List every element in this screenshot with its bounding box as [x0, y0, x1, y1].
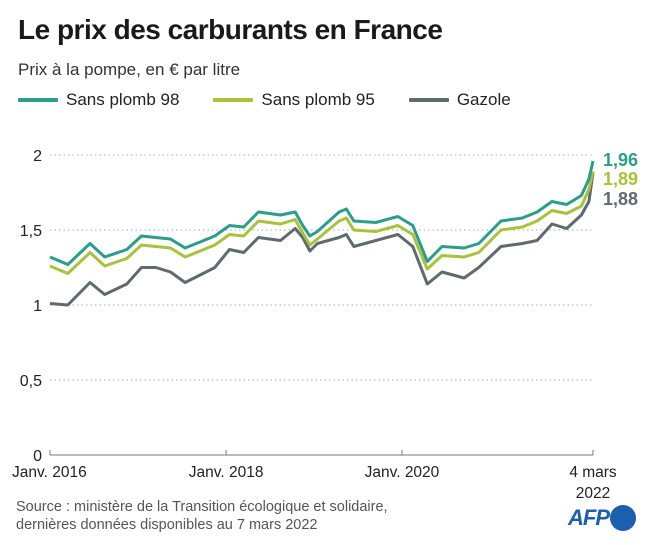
series-line-sans-plomb-98 — [49, 160, 595, 266]
series-line-sans-plomb-95 — [49, 171, 595, 275]
legend-swatch — [408, 98, 449, 102]
chart-subtitle: Prix à la pompe, en € par litre — [18, 60, 241, 79]
legend-label: Gazole — [456, 90, 511, 109]
x-tick-label: Janv. 2016 — [12, 464, 87, 481]
source-line: dernières données disponibles au 7 mars … — [16, 517, 318, 533]
legend-swatch — [213, 98, 254, 102]
source-line: Source : ministère de la Transition écol… — [16, 499, 388, 515]
legend-label: Sans plomb 95 — [261, 90, 375, 109]
chart-title: Le prix des carburants en France — [18, 14, 443, 45]
y-tick-label: 1,5 — [20, 223, 42, 240]
y-tick-label: 0 — [33, 448, 42, 465]
legend: Sans plomb 98 Sans plomb 95 Gazole — [18, 90, 511, 110]
end-value-label: 1,96 — [603, 150, 638, 170]
afp-logo-text: AFP — [568, 505, 610, 530]
legend-item-sp95: Sans plomb 95 — [213, 90, 375, 110]
legend-label: Sans plomb 98 — [66, 90, 180, 109]
afp-logo: AFP — [568, 505, 636, 531]
legend-swatch — [18, 98, 58, 102]
x-tick-label: Janv. 2020 — [365, 464, 440, 481]
y-tick-label: 0,5 — [20, 373, 42, 390]
end-value-label: 1,89 — [603, 169, 638, 189]
afp-logo-circle — [610, 505, 636, 531]
y-tick-label: 2 — [33, 148, 42, 165]
legend-item-sp98: Sans plomb 98 — [18, 90, 179, 110]
series-line-gazole — [49, 172, 595, 307]
x-tick-label: 4 mars — [569, 464, 617, 481]
source-note: Source : ministère de la Transition écol… — [16, 498, 388, 534]
x-tick-label: 2022 — [576, 485, 610, 502]
y-tick-label: 1 — [33, 298, 42, 315]
legend-item-gazole: Gazole — [408, 90, 511, 110]
end-value-label: 1,88 — [603, 189, 638, 209]
x-tick-label: Janv. 2018 — [189, 464, 264, 481]
